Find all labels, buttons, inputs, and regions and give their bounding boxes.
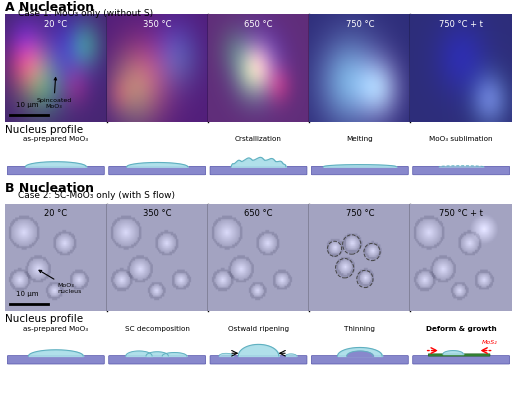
Text: Melting: Melting bbox=[346, 136, 373, 142]
Text: 10 μm: 10 μm bbox=[16, 291, 39, 298]
FancyBboxPatch shape bbox=[109, 356, 206, 364]
Text: Case 2: SC-MoO₃ only (with S flow): Case 2: SC-MoO₃ only (with S flow) bbox=[18, 191, 175, 200]
FancyBboxPatch shape bbox=[7, 356, 104, 364]
FancyBboxPatch shape bbox=[428, 354, 490, 356]
Text: 750 °C + t: 750 °C + t bbox=[439, 20, 483, 28]
Text: 650 °C: 650 °C bbox=[244, 209, 273, 218]
Text: 350 °C: 350 °C bbox=[143, 209, 172, 218]
Text: 20 °C: 20 °C bbox=[44, 20, 67, 28]
Text: MoO₃
nucleus: MoO₃ nucleus bbox=[39, 270, 82, 294]
Text: 20 °C: 20 °C bbox=[44, 209, 67, 218]
Text: 350 °C: 350 °C bbox=[143, 20, 172, 28]
FancyBboxPatch shape bbox=[210, 356, 307, 364]
Text: MoS₂: MoS₂ bbox=[481, 339, 497, 345]
FancyBboxPatch shape bbox=[311, 356, 408, 364]
Text: Case 1: MoO₃ only (without S): Case 1: MoO₃ only (without S) bbox=[18, 9, 153, 18]
Text: Ostwald ripening: Ostwald ripening bbox=[228, 326, 289, 332]
Text: MoO₃ sublimation: MoO₃ sublimation bbox=[430, 136, 493, 142]
Text: Spincoated
MoO₃: Spincoated MoO₃ bbox=[36, 78, 71, 109]
FancyBboxPatch shape bbox=[413, 356, 510, 364]
Text: 750 °C: 750 °C bbox=[345, 209, 374, 218]
FancyBboxPatch shape bbox=[413, 166, 510, 175]
FancyBboxPatch shape bbox=[311, 166, 408, 175]
Text: 750 °C: 750 °C bbox=[345, 20, 374, 28]
Text: B Nucleation: B Nucleation bbox=[5, 182, 94, 195]
FancyBboxPatch shape bbox=[210, 166, 307, 175]
Text: SC decomposition: SC decomposition bbox=[125, 326, 190, 332]
Text: Nucleus profile: Nucleus profile bbox=[5, 125, 83, 135]
Text: 650 °C: 650 °C bbox=[244, 20, 273, 28]
Text: Crstallization: Crstallization bbox=[235, 136, 282, 142]
Text: as-prepared MoO₃: as-prepared MoO₃ bbox=[23, 136, 88, 142]
Text: Thinning: Thinning bbox=[344, 326, 375, 332]
Text: Nucleus profile: Nucleus profile bbox=[5, 314, 83, 324]
Text: Deform & growth: Deform & growth bbox=[426, 326, 496, 332]
Text: A Nucleation: A Nucleation bbox=[5, 1, 94, 14]
Text: 750 °C + t: 750 °C + t bbox=[439, 209, 483, 218]
Text: as-prepared MoO₃: as-prepared MoO₃ bbox=[23, 326, 88, 332]
FancyBboxPatch shape bbox=[109, 166, 206, 175]
Text: 10 μm: 10 μm bbox=[16, 102, 39, 108]
FancyBboxPatch shape bbox=[7, 166, 104, 175]
